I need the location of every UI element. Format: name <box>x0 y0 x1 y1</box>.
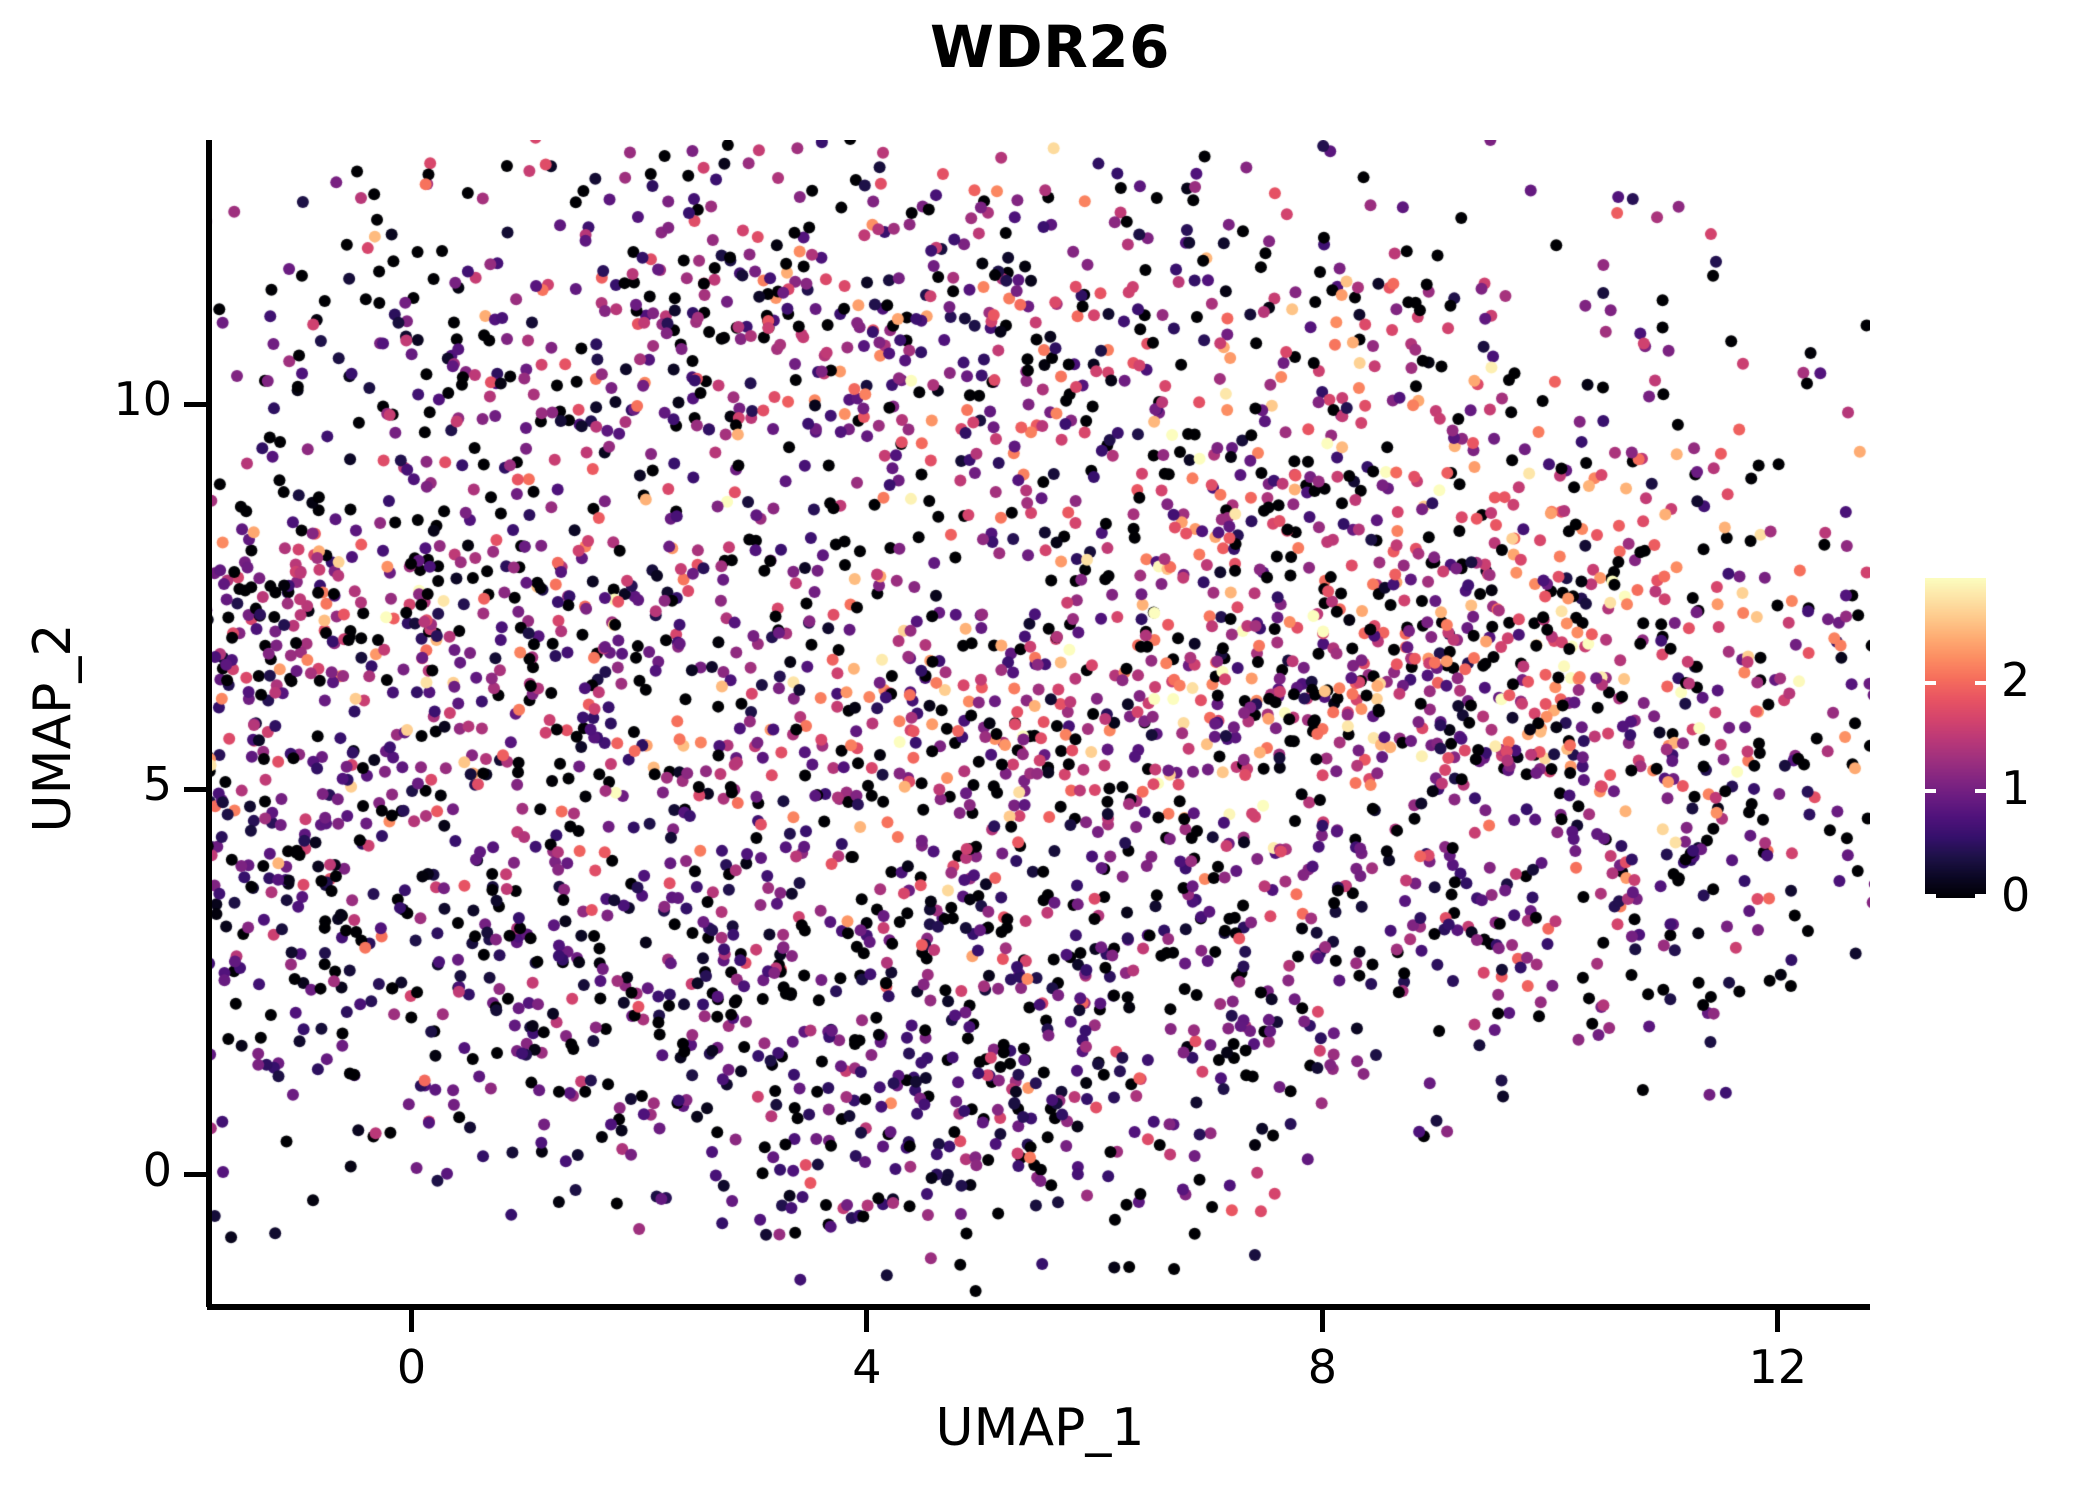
colorbar-tick <box>1925 681 1936 686</box>
x-axis-ticklabel: 12 <box>1748 1340 1808 1394</box>
colorbar-ticklabel: 2 <box>2001 653 2031 708</box>
x-axis-ticklabel: 0 <box>396 1340 427 1394</box>
colorbar-tick <box>1975 788 1986 793</box>
y-axis-label: UMAP_2 <box>23 623 83 833</box>
x-axis-tick <box>409 1309 415 1332</box>
x-axis-tick <box>1319 1309 1325 1332</box>
page-title: WDR26 <box>930 13 1170 81</box>
x-axis-label: UMAP_1 <box>935 1398 1145 1458</box>
x-axis-tick <box>1775 1309 1781 1332</box>
x-axis-ticklabel: 8 <box>1307 1340 1337 1394</box>
y-axis-ticklabel: 5 <box>142 757 172 812</box>
y-axis-ticklabel: 10 <box>113 372 172 427</box>
colorbar: 0 1 2 <box>1925 578 2095 922</box>
colorbar-tick <box>1925 894 1936 898</box>
y-axis-tick <box>184 401 207 407</box>
scatter-points-layer <box>210 140 1870 1307</box>
colorbar-tick <box>1925 788 1936 793</box>
colorbar-tick <box>1975 894 1986 898</box>
y-axis-ticklabel: 0 <box>142 1142 172 1197</box>
colorbar-gradient <box>1925 578 1986 898</box>
colorbar-ticklabel: 0 <box>2001 868 2031 922</box>
colorbar-ticklabel: 1 <box>2001 760 2031 815</box>
x-axis-spine <box>207 1304 1870 1310</box>
y-axis-tick <box>184 1172 207 1177</box>
y-axis-spine <box>206 140 212 1307</box>
y-axis-tick <box>184 786 207 792</box>
scatter-plot-area <box>210 140 1870 1307</box>
x-axis-tick <box>864 1309 870 1332</box>
x-axis-ticklabel: 4 <box>852 1340 882 1394</box>
colorbar-tick <box>1975 681 1986 686</box>
